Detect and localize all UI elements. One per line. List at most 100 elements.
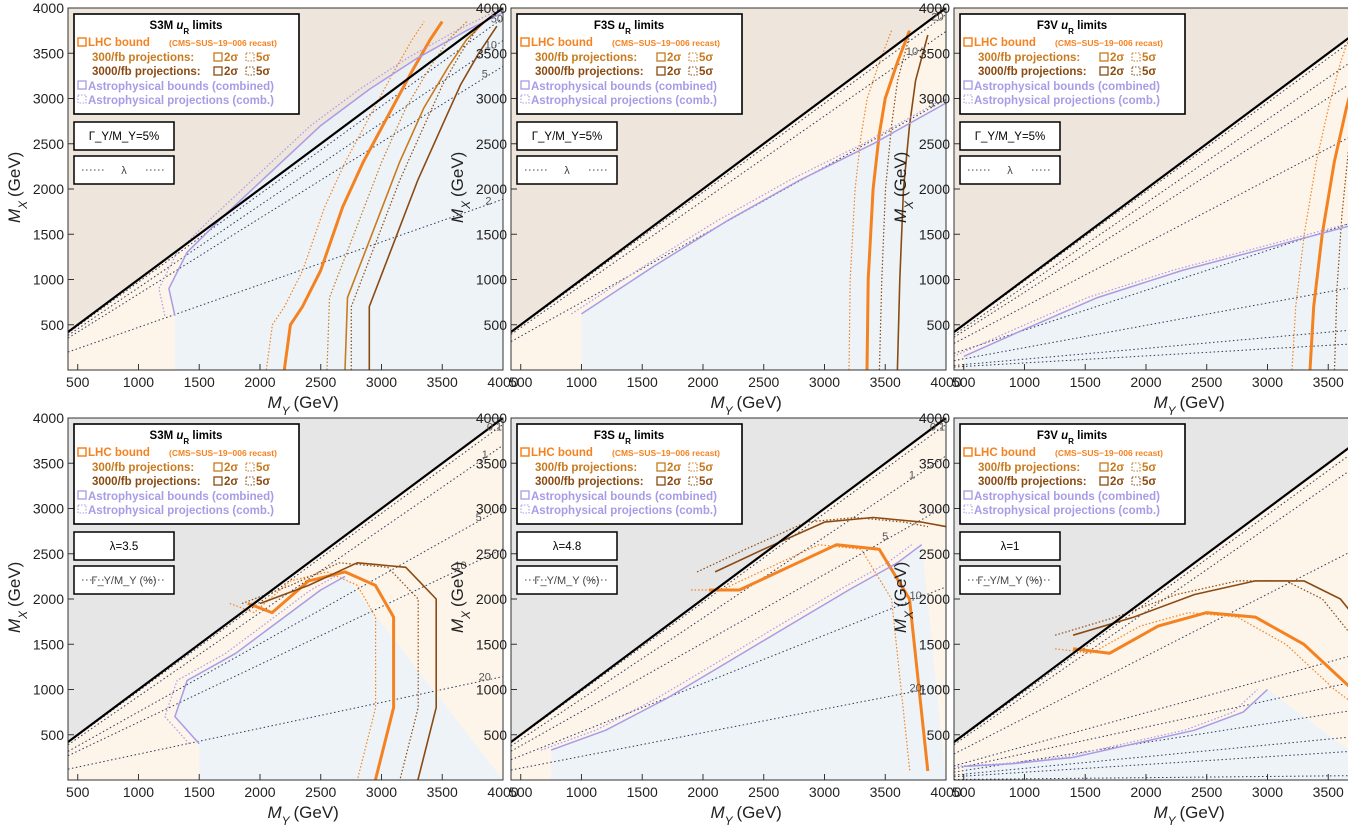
y-tick-label: 4000 (33, 0, 64, 16)
y-tick-label: 1500 (33, 636, 64, 652)
legend-title: F3V uR limits (1037, 430, 1107, 446)
y-tick-label: 1500 (919, 636, 950, 652)
x-axis-label-symbol: MY (1154, 803, 1177, 825)
contour-label: 0.1 (487, 422, 502, 434)
legend-lhc: LHC bound (531, 37, 593, 49)
legend-swatch-astro (520, 490, 530, 500)
legend-swatch-300-5s (688, 52, 698, 62)
info-box-2-text: Γ_Y/M_Y (%) (534, 575, 599, 587)
x-tick-label: 3000 (366, 374, 397, 390)
legend-lhc-note: (CMS−SUS−19−006 recast) (1055, 448, 1163, 458)
y-tick-label: 2000 (33, 181, 64, 197)
contour-label: 2 (485, 195, 491, 207)
x-tick-label: 500 (66, 784, 90, 800)
series-p300 (344, 21, 486, 370)
x-tick-label: 2000 (687, 784, 718, 800)
x-tick-label: 1000 (1009, 784, 1040, 800)
legend-title: F3V uR limits (1037, 20, 1107, 36)
x-axis-label-symbol: MY (1154, 393, 1177, 418)
legend-swatch-3000-2s (213, 66, 223, 76)
legend-300-5s: 5σ (699, 462, 713, 474)
contour-label: 5 (482, 69, 488, 81)
guide-contour-line (511, 505, 946, 752)
legend-swatch-300-2s (656, 462, 666, 472)
y-tick-label: 500 (927, 727, 951, 743)
legend-box (516, 13, 743, 115)
y-tick-label: 2000 (476, 591, 507, 607)
info-box-1-text: λ=4.8 (553, 541, 581, 553)
series-p3000 (368, 25, 498, 370)
x-tick-label: 500 (952, 374, 976, 390)
info-box-2-mask (547, 572, 587, 588)
legend-300fb: 300/fb projections: (978, 52, 1080, 64)
legend-lhc: LHC bound (974, 37, 1036, 49)
legend-3000-2s: 2σ (224, 476, 238, 488)
y-axis-label: MX (GeV) (5, 152, 30, 223)
legend-astro-proj: Astrophysical projections (comb.) (974, 95, 1160, 107)
legend-swatch-300-5s (245, 52, 255, 62)
legend-3000-2s: 2σ (224, 66, 238, 78)
series-lhc (1072, 611, 1348, 688)
legend-swatch-300-2s (1099, 462, 1109, 472)
legend-swatch-300-2s (213, 52, 223, 62)
legend-300fb: 300/fb projections: (978, 462, 1080, 474)
info-box-1-text: λ=3.5 (110, 541, 138, 553)
guide-contour-line (954, 343, 1348, 368)
legend-swatch-lhc (520, 447, 530, 457)
legend-3000-2s: 2σ (667, 476, 681, 488)
legend-swatch-astro-proj (963, 504, 973, 514)
legend-astro: Astrophysical bounds (combined) (88, 491, 274, 503)
guide-contour-line (954, 710, 1348, 773)
series-lhc-projection (691, 544, 911, 772)
series-lhc-projection (1291, 38, 1348, 370)
y-tick-label: 3500 (33, 455, 64, 471)
y-tick-label: 4000 (919, 410, 950, 426)
series-astro (550, 544, 923, 751)
legend-astro: Astrophysical bounds (combined) (531, 81, 717, 93)
y-tick-label: 2500 (919, 546, 950, 562)
y-tick-label: 1500 (919, 226, 950, 242)
x-axis-label-unit: (GeV) (294, 803, 339, 822)
legend-title: F3S uR limits (594, 20, 664, 36)
legend-box (73, 423, 300, 525)
x-tick-label: 2500 (305, 374, 336, 390)
legend-lhc-note: (CMS−SUS−19−006 recast) (1055, 38, 1163, 48)
legend-swatch-3000-2s (656, 476, 666, 486)
y-tick-label: 1500 (33, 226, 64, 242)
x-tick-label: 4000 (487, 374, 518, 390)
legend-swatch-3000-2s (1099, 66, 1109, 76)
legend-box (959, 423, 1186, 525)
x-tick-label: 1500 (627, 784, 658, 800)
info-box-2-text: λ (121, 165, 127, 177)
y-tick-label: 500 (41, 727, 65, 743)
legend-swatch-astro-proj (77, 504, 87, 514)
series-p3000-projection (878, 34, 911, 370)
x-tick-label: 3000 (809, 374, 840, 390)
y-axis-label-symbol: MX (448, 200, 473, 223)
series-lhc (865, 30, 911, 370)
legend-3000-5s: 5σ (1142, 66, 1156, 78)
series-lhc-projection (1055, 611, 1348, 701)
y-axis-label: MX (GeV) (5, 562, 30, 633)
x-tick-label: 2000 (1130, 784, 1161, 800)
legend-box (73, 13, 300, 115)
guide-contour-line (511, 684, 946, 771)
x-tick-label: 3000 (1252, 374, 1283, 390)
astrophysical-excluded-region (168, 12, 503, 370)
y-tick-label: 3500 (919, 45, 950, 61)
legend-swatch-lhc (963, 37, 973, 47)
x-axis-label-unit: (GeV) (737, 803, 782, 822)
x-axis-label-unit: (GeV) (737, 393, 782, 412)
guide-contour-line (954, 455, 1348, 744)
series-astro (963, 225, 1348, 358)
series-lhc (1308, 96, 1348, 370)
legend-lhc-note: (CMS−SUS−19−006 recast) (169, 448, 277, 458)
series-p3000-projection (696, 516, 929, 573)
contour-label: 5 (928, 99, 934, 111)
info-box-2-mask (104, 572, 144, 588)
x-axis-label-symbol: MY (268, 803, 291, 825)
x-tick-label: 2500 (1191, 374, 1222, 390)
